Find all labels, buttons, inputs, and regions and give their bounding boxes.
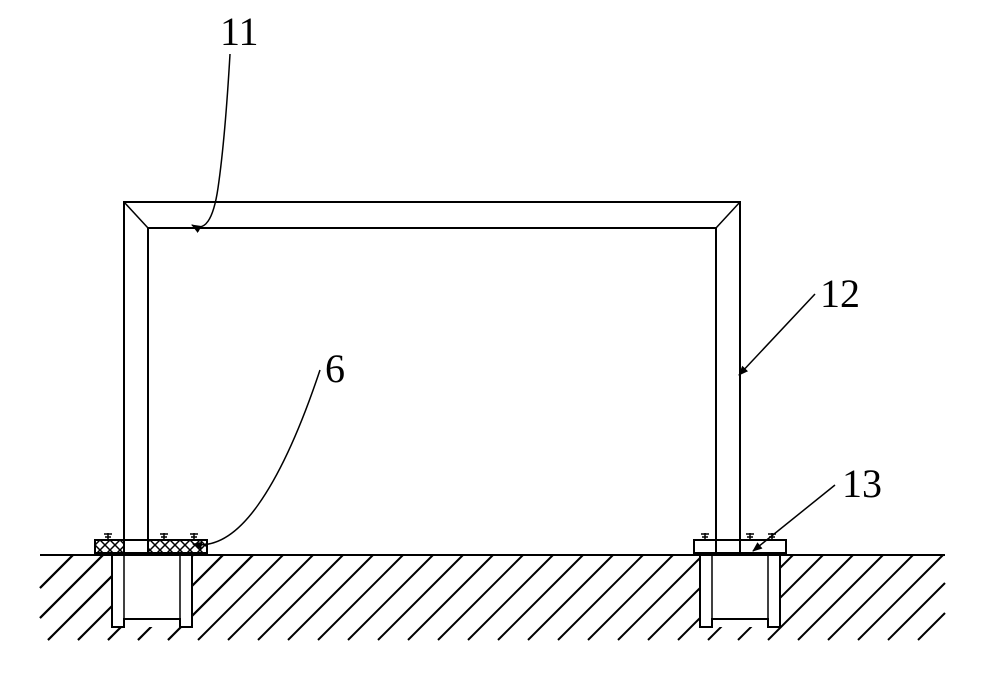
base-plate-left bbox=[95, 540, 207, 553]
diagram-svg bbox=[0, 0, 1000, 689]
callout-label-11: 11 bbox=[220, 8, 259, 55]
leader-13 bbox=[753, 485, 835, 551]
callout-label-12: 12 bbox=[820, 270, 860, 317]
callout-label-13: 13 bbox=[842, 460, 882, 507]
bolts-left bbox=[104, 533, 198, 540]
foundation-left bbox=[112, 555, 192, 627]
foundation-right bbox=[700, 555, 780, 627]
leader-6 bbox=[193, 370, 320, 545]
technical-diagram: 11 12 6 13 bbox=[0, 0, 1000, 689]
callout-label-6: 6 bbox=[325, 345, 345, 392]
portal-frame bbox=[124, 202, 740, 552]
leader-12 bbox=[739, 294, 815, 375]
